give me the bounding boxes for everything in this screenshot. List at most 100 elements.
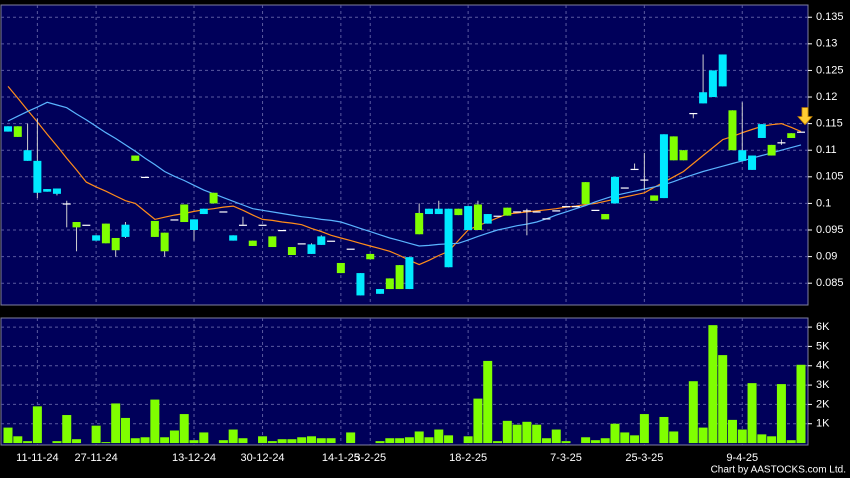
moving-average-line: [7, 86, 802, 266]
volume-bar: [561, 441, 571, 444]
candle-body: [385, 278, 394, 290]
price-layer: 0.085 0.09 0.095 0.1 0.105 0.11 0.115 0.12 0.125…: [1, 5, 844, 305]
candle-body: [767, 144, 776, 156]
candle-body: [699, 92, 708, 104]
candle-body: [757, 124, 766, 138]
credit: Chart by AASTOCKS.com Ltd.: [711, 465, 846, 476]
candle-body: [62, 203, 71, 205]
candle-body: [101, 223, 110, 244]
candle-body: [170, 219, 179, 221]
volume-bar: [796, 364, 806, 444]
y-tick-label: 6K: [816, 321, 830, 333]
y-tick-label: 0.095: [816, 224, 844, 236]
y-tick-label: 0.13: [816, 38, 837, 50]
volume-bar: [512, 424, 522, 444]
volume-bar: [111, 403, 121, 444]
candle-body: [424, 208, 433, 215]
candle-body: [13, 126, 22, 137]
candle-body: [23, 150, 32, 161]
volume-bar: [218, 440, 228, 444]
y-tick-label: 0.09: [816, 251, 837, 263]
volume-bar: [23, 441, 33, 444]
x-tick-label: 7-3-25: [550, 452, 582, 464]
last-price-arrow: [797, 107, 813, 126]
candle-body: [679, 150, 688, 161]
volume-bar: [238, 438, 248, 444]
x-tick-label: 25-3-25: [625, 452, 663, 464]
volume-bar: [688, 381, 698, 444]
candle-body: [630, 168, 639, 171]
x-tick-label: 9-4-25: [726, 452, 758, 464]
volume-bar: [630, 435, 640, 444]
volume-bar: [297, 437, 307, 444]
candle-body: [366, 253, 375, 260]
candle-body: [111, 237, 120, 251]
x-tick-label: 3-2-25: [354, 452, 386, 464]
x-tick-label: 11-11-24: [16, 452, 58, 464]
candle-body: [532, 211, 541, 213]
volume-bar: [581, 437, 591, 444]
y-tick-label: 0.115: [816, 118, 843, 130]
volume-bar: [698, 427, 708, 444]
candle-body: [708, 70, 717, 98]
candle-body: [229, 235, 238, 241]
candle-body: [787, 133, 796, 138]
volume-bar: [72, 439, 82, 444]
candle-body: [718, 54, 727, 87]
candle-body: [640, 179, 649, 181]
y-tick-label: 0.135: [816, 11, 844, 23]
volume-bar: [757, 434, 767, 444]
volume-bar: [718, 355, 728, 444]
volume-bar: [747, 383, 757, 444]
volume-bar: [483, 360, 493, 444]
candle-body: [591, 209, 600, 211]
volume-bar: [150, 399, 160, 444]
candle-body: [307, 244, 316, 254]
candle-body: [278, 230, 287, 232]
volume-bar: [434, 429, 444, 444]
candle-body: [610, 176, 619, 204]
candle-body: [454, 208, 463, 216]
candle-body: [248, 240, 257, 246]
candle-body: [748, 155, 757, 170]
volume-bar: [120, 417, 130, 444]
candle-body: [464, 206, 473, 230]
volume-bar: [375, 441, 385, 444]
candle-body: [121, 224, 130, 237]
volume-bar: [463, 436, 473, 444]
candle-body: [797, 131, 805, 133]
candle-body: [581, 182, 590, 204]
volume-bar: [140, 437, 150, 444]
volume-bar: [91, 425, 101, 444]
volume-bar: [786, 440, 796, 444]
candle-body: [415, 212, 424, 235]
y-tick-label: 0.105: [816, 171, 844, 183]
candle-body: [238, 224, 247, 226]
candle-body: [650, 195, 659, 201]
x-tick-label: 13-12-24: [172, 452, 216, 464]
volume-layer: 1K 2K 3K 4K 5K 6K: [1, 318, 830, 445]
volume-bar: [306, 436, 316, 444]
volume-bar: [52, 441, 62, 444]
candle-body: [4, 126, 12, 132]
volume-bar: [767, 436, 777, 444]
candle-body: [434, 208, 443, 215]
x-tick-label: 27-11-24: [75, 452, 118, 464]
candle-body: [659, 134, 668, 199]
candle-body: [601, 214, 610, 220]
candle-body: [493, 215, 502, 217]
candle-body: [180, 204, 189, 223]
candle-body: [131, 155, 140, 161]
volume-bar: [395, 438, 405, 444]
volume-bar: [708, 325, 718, 444]
volume-bar: [258, 436, 268, 444]
y-tick-label: 0.085: [816, 277, 844, 289]
volume-bar: [532, 424, 542, 444]
candle-body: [317, 236, 326, 245]
volume-bar: [277, 439, 287, 444]
volume-bar: [502, 420, 512, 444]
candle-body: [376, 289, 385, 294]
candle-body: [336, 262, 345, 274]
volume-bar: [737, 429, 747, 444]
